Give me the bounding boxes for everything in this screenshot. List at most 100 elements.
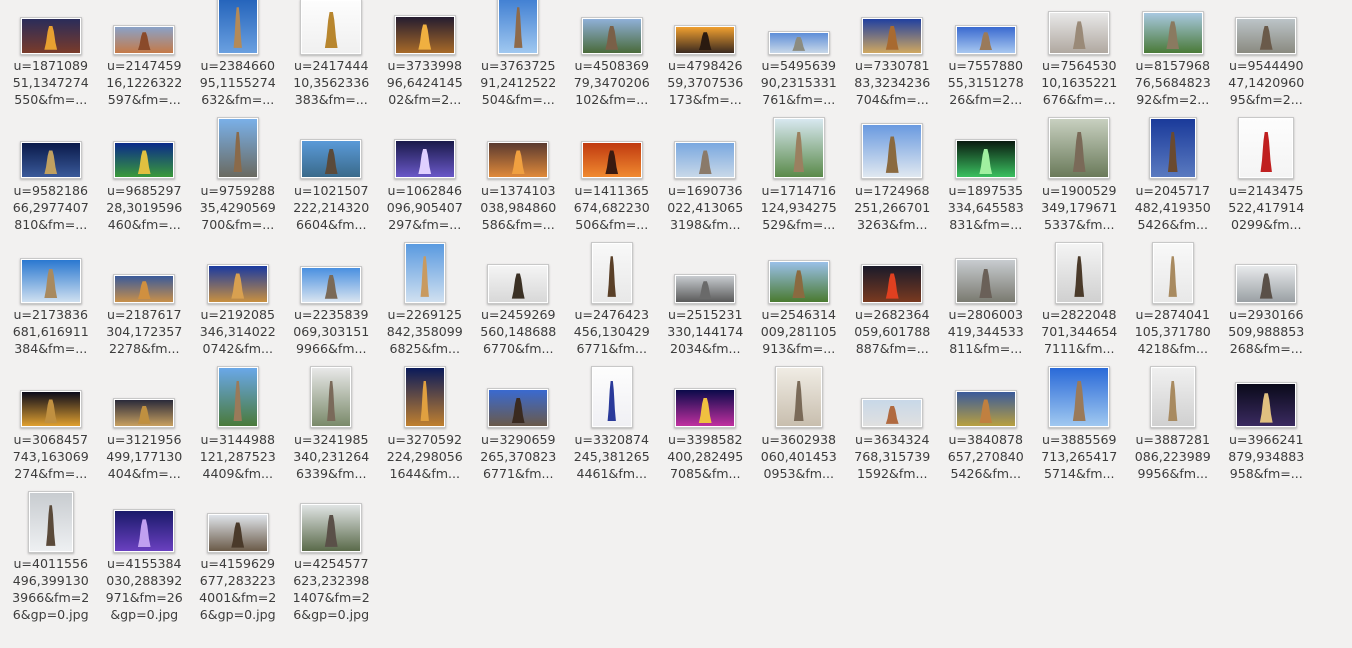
file-item[interactable]: u=2173836 681,616911 384&fm=... [4, 249, 98, 374]
file-item[interactable]: u=4011556 496,399130 3966&fm=2 6&gp=0.jpg [4, 490, 98, 623]
file-item[interactable]: u=1724968 251,266701 3263&fm... [846, 123, 940, 250]
file-item[interactable]: u=9544490 47,1420960 95&fm=2... [1220, 0, 1314, 125]
file-name-label: u=3733998 96,6424145 02&fm=2... [378, 57, 472, 108]
file-item[interactable]: u=4159629 677,283223 4001&fm=2 6&gp=0.jpg [191, 498, 285, 623]
file-name-line: 297&fm=... [388, 216, 462, 232]
file-name-line: 9956&fm... [1137, 465, 1209, 481]
fountain-night-photo-icon [113, 508, 176, 553]
tower-evening-photo-icon [861, 16, 924, 55]
file-name-line: u=8157968 [1135, 58, 1211, 73]
file-name-line: 96,6424145 [386, 75, 463, 90]
file-item[interactable]: u=3733998 96,6424145 02&fm=2... [378, 0, 472, 125]
file-name-line: u=9759288 [200, 182, 276, 198]
file-name-line: 59,3707536 [667, 75, 744, 90]
file-name-line: 330,144174 [667, 324, 744, 339]
file-item[interactable]: u=1021507 222,214320 6604&fm... [285, 125, 379, 250]
file-name-line: 506&fm=... [575, 216, 649, 232]
file-item[interactable]: u=3241985 340,231264 6339&fm... [285, 366, 379, 499]
file-item[interactable]: u=2822048 701,344654 7111&fm... [1033, 241, 1127, 374]
file-name-line: u=3887281 [1135, 431, 1211, 447]
file-item[interactable]: u=1690736 022,413065 3198&fm... [659, 125, 753, 250]
file-item[interactable]: u=3398582 400,282495 7085&fm... [659, 374, 753, 499]
file-item[interactable]: u=3144988 121,287523 4409&fm... [191, 366, 285, 499]
file-item[interactable]: u=2187617 304,172357 2278&fm... [98, 249, 192, 374]
file-item[interactable]: u=2143475 522,417914 0299&fm... [1220, 117, 1314, 250]
file-item[interactable]: u=7564530 10,1635221 676&fm=... [1033, 0, 1127, 125]
file-name-line: 91,2412522 [480, 75, 557, 90]
file-name-line: 5426&fm... [950, 465, 1022, 481]
tower-clouds-photo-icon [19, 257, 82, 304]
file-name-line: 224,298056 [386, 448, 463, 464]
file-name-label: u=2476423 456,130429 6771&fm... [565, 306, 659, 357]
file-item[interactable]: u=2476423 456,130429 6771&fm... [565, 241, 659, 374]
file-name-line: 4409&fm... [202, 465, 274, 481]
file-item[interactable]: u=2515231 330,144174 2034&fm... [659, 249, 753, 374]
file-item[interactable]: u=3068457 743,163069 274&fm=... [4, 374, 98, 499]
file-item[interactable]: u=4508369 79,3470206 102&fm=... [565, 0, 659, 125]
file-name-line: u=3241985 [293, 431, 369, 447]
file-item[interactable]: u=7330781 83,3234236 704&fm=... [846, 0, 940, 125]
tower-roof-photo-icon [487, 388, 550, 428]
file-name-line: 6771&fm... [576, 341, 648, 356]
file-item[interactable]: u=3121956 499,177130 404&fm=... [98, 374, 192, 499]
file-item[interactable]: u=2806003 419,344533 811&fm=... [939, 249, 1033, 374]
file-name-line: 51,1347274 [12, 75, 89, 90]
file-item[interactable]: u=9582186 66,2977407 810&fm=... [4, 125, 98, 250]
file-item[interactable]: u=3290659 265,370823 6771&fm... [472, 374, 566, 499]
file-name-line: 700&fm=... [201, 216, 275, 232]
file-item[interactable]: u=3763725 91,2412522 504&fm=... [472, 0, 566, 125]
file-item[interactable]: u=2045717 482,419350 5426&fm... [1126, 117, 1220, 250]
file-item[interactable]: u=4798426 59,3707536 173&fm=... [659, 0, 753, 125]
file-item[interactable]: u=2682364 059,601788 887&fm=... [846, 249, 940, 374]
file-item[interactable]: u=2930166 509,988853 268&fm=... [1220, 249, 1314, 374]
file-item[interactable]: u=4155384 030,288392 971&fm=26 &gp=0.jpg [98, 498, 192, 623]
file-item[interactable]: u=9685297 28,3019596 460&fm=... [98, 125, 192, 250]
file-item[interactable]: u=9759288 35,4290569 700&fm=... [191, 117, 285, 250]
file-item[interactable]: u=2417444 10,3562336 383&fm=... [285, 0, 379, 125]
file-item[interactable]: u=7557880 55,3151278 26&fm=2... [939, 0, 1033, 125]
file-item[interactable]: u=3602938 060,401453 0953&fm... [752, 366, 846, 499]
file-name-label: u=2192085 346,314022 0742&fm... [191, 306, 285, 357]
file-name-line: u=7557880 [948, 58, 1024, 73]
file-name-line: 3263&fm... [856, 216, 928, 232]
file-name-label: u=1690736 022,413065 3198&fm... [659, 182, 753, 233]
file-item[interactable]: u=3887281 086,223989 9956&fm... [1126, 366, 1220, 499]
file-item[interactable]: u=2546314 009,281105 913&fm=... [752, 249, 846, 374]
file-item[interactable]: u=2147459 16,1226322 597&fm=... [98, 0, 192, 125]
file-name-label: u=4508369 79,3470206 102&fm=... [565, 57, 659, 108]
square-aerial-photo-icon [767, 30, 830, 55]
file-name-line: 059,601788 [854, 324, 931, 339]
file-item[interactable]: u=8157968 76,5684823 92&fm=2... [1126, 0, 1220, 125]
file-item[interactable]: u=4254577 623,232398 1407&fm=2 6&gp=0.jpg [285, 498, 379, 623]
file-item[interactable]: u=2874041 105,371780 4218&fm... [1126, 241, 1220, 374]
file-item[interactable]: u=2235839 069,303151 9966&fm... [285, 249, 379, 374]
file-item[interactable]: u=3634324 768,315739 1592&fm... [846, 374, 940, 499]
file-name-line: 096,905407 [386, 199, 463, 215]
fountain-green-photo-icon [954, 139, 1017, 179]
file-name-label: u=2417444 10,3562336 383&fm=... [285, 57, 379, 108]
tower-sky-photo-icon [954, 24, 1017, 55]
file-item[interactable]: u=3885569 713,265417 5714&fm... [1033, 366, 1127, 499]
file-item[interactable]: u=1714716 124,934275 529&fm=... [752, 117, 846, 250]
file-item[interactable]: u=1900529 349,179671 5337&fm... [1033, 117, 1127, 250]
file-item[interactable]: u=3320874 245,381265 4461&fm... [565, 366, 659, 499]
file-item[interactable]: u=2384660 95,1155274 632&fm=... [191, 0, 285, 125]
file-item[interactable]: u=2459269 560,148688 6770&fm... [472, 249, 566, 374]
file-item[interactable]: u=3270592 224,298056 1644&fm... [378, 366, 472, 499]
file-item[interactable]: u=1374103 038,984860 586&fm=... [472, 125, 566, 250]
file-name-line: u=3121956 [106, 431, 182, 447]
file-item[interactable]: u=1871089 51,1347274 550&fm=... [4, 0, 98, 125]
file-item[interactable]: u=2192085 346,314022 0742&fm... [191, 249, 285, 374]
file-name-line: 704&fm=... [855, 92, 929, 107]
file-item[interactable]: u=5495639 90,2315331 761&fm=... [752, 0, 846, 125]
file-item[interactable]: u=1897535 334,645583 831&fm=... [939, 125, 1033, 250]
file-item[interactable]: u=2269125 842,358099 6825&fm... [378, 241, 472, 374]
file-item[interactable]: u=3966241 879,934883 958&fm=... [1220, 374, 1314, 499]
file-item[interactable]: u=1062846 096,905407 297&fm=... [378, 125, 472, 250]
file-item[interactable]: u=3840878 657,270840 5426&fm... [939, 374, 1033, 499]
file-name-line: u=1900529 [1041, 182, 1117, 198]
file-item[interactable]: u=1411365 674,682230 506&fm=... [565, 125, 659, 250]
file-name-label: u=3121956 499,177130 404&fm=... [98, 431, 192, 482]
file-name-line: u=3634324 [854, 431, 930, 447]
tower-small-photo-icon [861, 398, 924, 428]
